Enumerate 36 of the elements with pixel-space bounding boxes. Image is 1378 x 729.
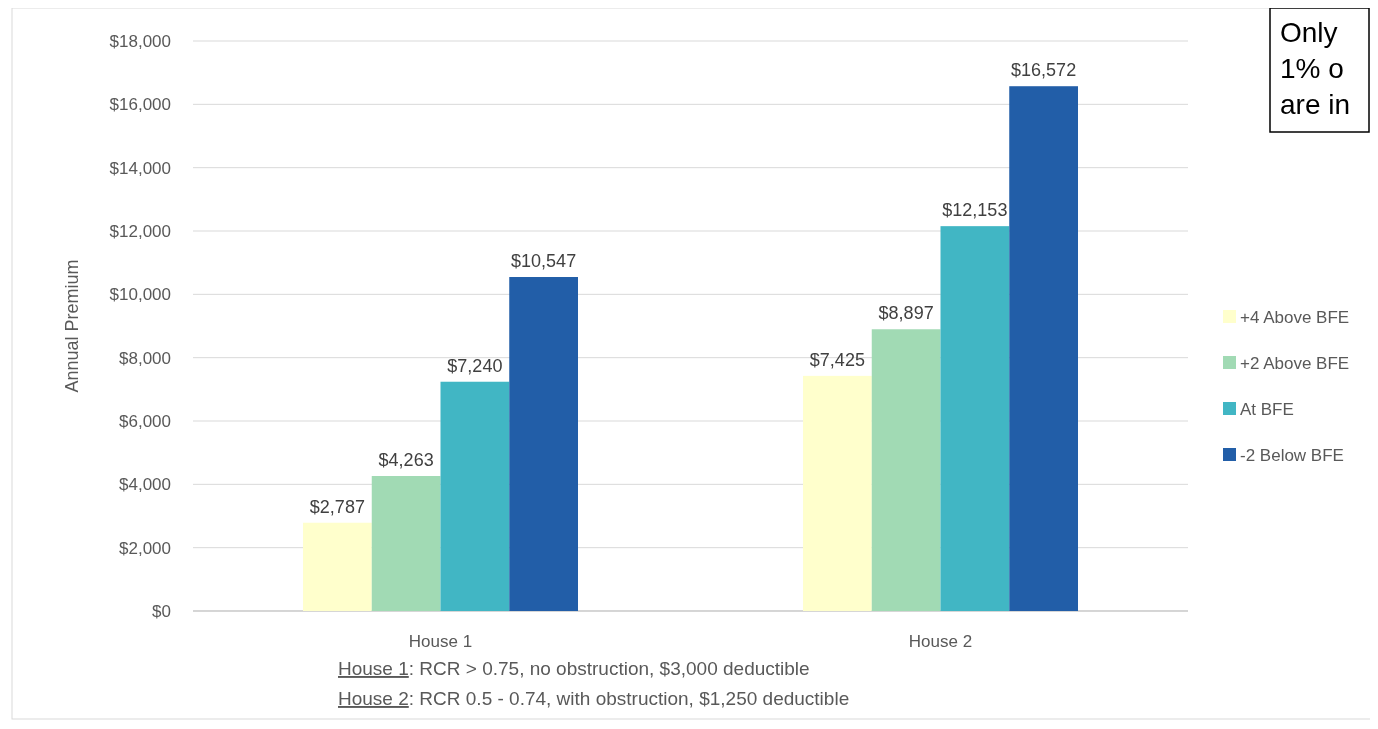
text: Only 1% o are in: [1280, 17, 1351, 120]
legend-label: -2 Below BFE: [1240, 445, 1344, 465]
bar: [871, 329, 941, 611]
y-tick-label: $4,000: [119, 475, 171, 495]
data-label: $12,153: [942, 200, 1008, 221]
data-label: $8,897: [878, 303, 934, 324]
data-label: $7,425: [809, 349, 865, 370]
y-tick-label: $18,000: [109, 31, 171, 51]
legend-label: +4 Above BFE: [1240, 307, 1350, 327]
data-label: $10,547: [511, 251, 577, 272]
bar: [1009, 86, 1078, 611]
x-tick-label: House 2: [908, 632, 973, 651]
y-axis-title: Annual Premium: [62, 259, 82, 393]
data-label: $16,572: [1011, 60, 1077, 81]
bar: [371, 476, 441, 611]
bar: [303, 522, 372, 611]
text: House 2: RCR 0.5 - 0.74, with obstruction, $1,250 deductible: [338, 688, 850, 709]
y-tick-label: $16,000: [109, 95, 171, 115]
legend-label: At BFE: [1240, 399, 1294, 419]
y-tick-label: $8,000: [119, 348, 171, 368]
y-tick-label: $12,000: [109, 221, 171, 241]
bar: [440, 381, 510, 611]
y-tick-label: $14,000: [109, 158, 171, 178]
y-tick-label: $10,000: [109, 285, 171, 305]
y-tick-label: $2,000: [119, 538, 171, 558]
data-label: $7,240: [447, 355, 503, 376]
data-label: $4,263: [378, 450, 434, 471]
y-tick-label: $6,000: [119, 411, 171, 431]
bar: [509, 277, 578, 611]
bar: [803, 375, 872, 611]
y-tick-label: $0: [152, 601, 171, 621]
x-tick-label: House 1: [408, 632, 473, 651]
legend-label: +2 Above BFE: [1240, 353, 1350, 373]
data-label: $2,787: [309, 496, 365, 517]
bar: [940, 226, 1010, 611]
text: House 1: RCR > 0.75, no obstruction, $3,000 deductible: [338, 658, 810, 679]
